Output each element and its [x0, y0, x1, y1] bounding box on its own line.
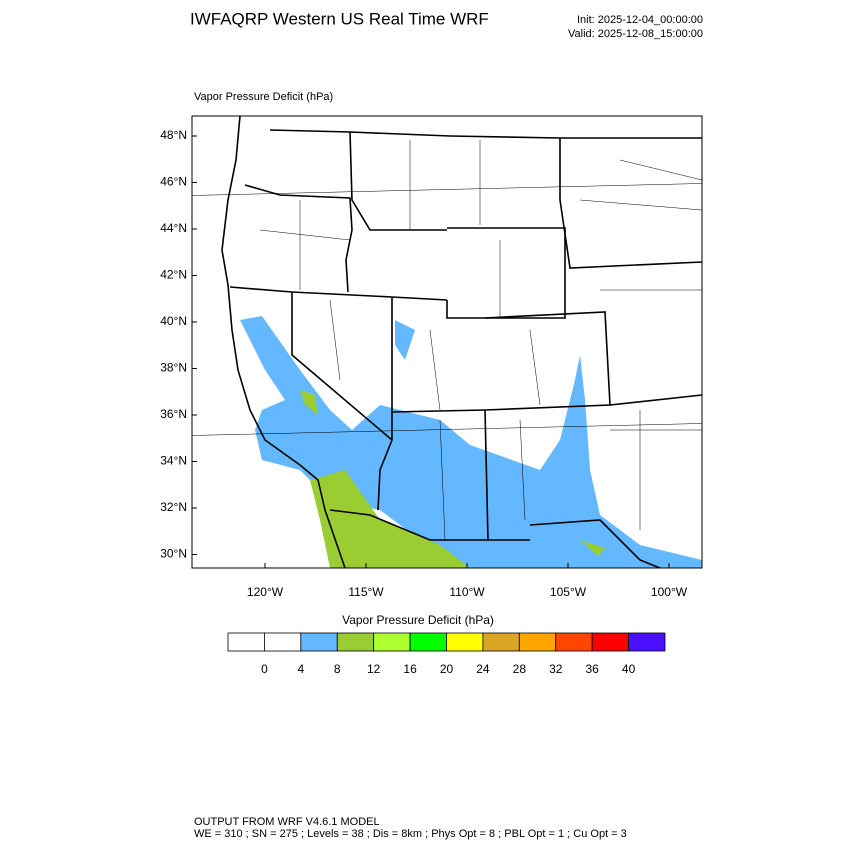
valid-time: Valid: 2025-12-08_15:00:00 — [568, 28, 703, 40]
colorbar-box — [409, 632, 447, 652]
colorbar-label: 20 — [440, 662, 454, 676]
vpd-shading — [240, 316, 702, 568]
lat-label: 38°N — [160, 361, 187, 375]
footer-line: WE = 310 ; SN = 275 ; Levels = 38 ; Dis … — [194, 828, 627, 840]
colorbar-box — [300, 632, 338, 652]
lat-label: 32°N — [160, 500, 187, 514]
colorbar-box — [446, 632, 484, 652]
colorbar-box — [482, 632, 520, 652]
colorbar-label: 4 — [297, 662, 304, 676]
lat-label: 44°N — [160, 221, 187, 235]
lat-label: 34°N — [160, 454, 187, 468]
footer-line: OUTPUT FROM WRF V4.6.1 MODEL — [194, 816, 380, 828]
colorbar-label: 40 — [622, 662, 636, 676]
map — [192, 116, 702, 568]
colorbar-box — [373, 632, 411, 652]
lon-label: 110°W — [449, 585, 485, 599]
lon-label: 120°W — [247, 585, 284, 599]
title: IWFAQRP Western US Real Time WRF — [190, 9, 489, 28]
colorbar-label: 16 — [403, 662, 417, 676]
colorbar-box — [227, 632, 265, 652]
colorbar-box — [628, 632, 666, 652]
lon-label: 115°W — [348, 585, 384, 599]
lat-label: 40°N — [160, 314, 187, 328]
colorbar-label: 8 — [334, 662, 341, 676]
map-frame — [191, 115, 703, 569]
colorbar-label: 24 — [476, 662, 490, 676]
lat-label: 48°N — [160, 128, 187, 142]
colorbar-label: 28 — [513, 662, 527, 676]
lon-label: 105°W — [550, 585, 587, 599]
lat-label: 42°N — [160, 268, 187, 282]
colorbar-box — [591, 632, 629, 652]
boundaries — [192, 116, 702, 568]
colorbar-box — [518, 632, 557, 652]
lat-label: 30°N — [160, 547, 187, 561]
colorbar-label: 32 — [549, 662, 563, 676]
lat-label: 46°N — [160, 175, 187, 189]
colorbar-label: 0 — [261, 662, 268, 676]
colorbar-box — [264, 632, 302, 652]
colorbar-label: 36 — [585, 662, 599, 676]
lat-label: 36°N — [160, 407, 187, 421]
map-label: Vapor Pressure Deficit (hPa) — [194, 91, 333, 103]
init-time: Init: 2025-12-04_00:00:00 — [577, 14, 703, 26]
lon-label: 100°W — [651, 585, 688, 599]
colorbar-title: Vapor Pressure Deficit (hPa) — [342, 613, 494, 627]
colorbar-box — [555, 632, 593, 652]
colorbar-box — [336, 632, 375, 652]
colorbar-label: 12 — [367, 662, 381, 676]
